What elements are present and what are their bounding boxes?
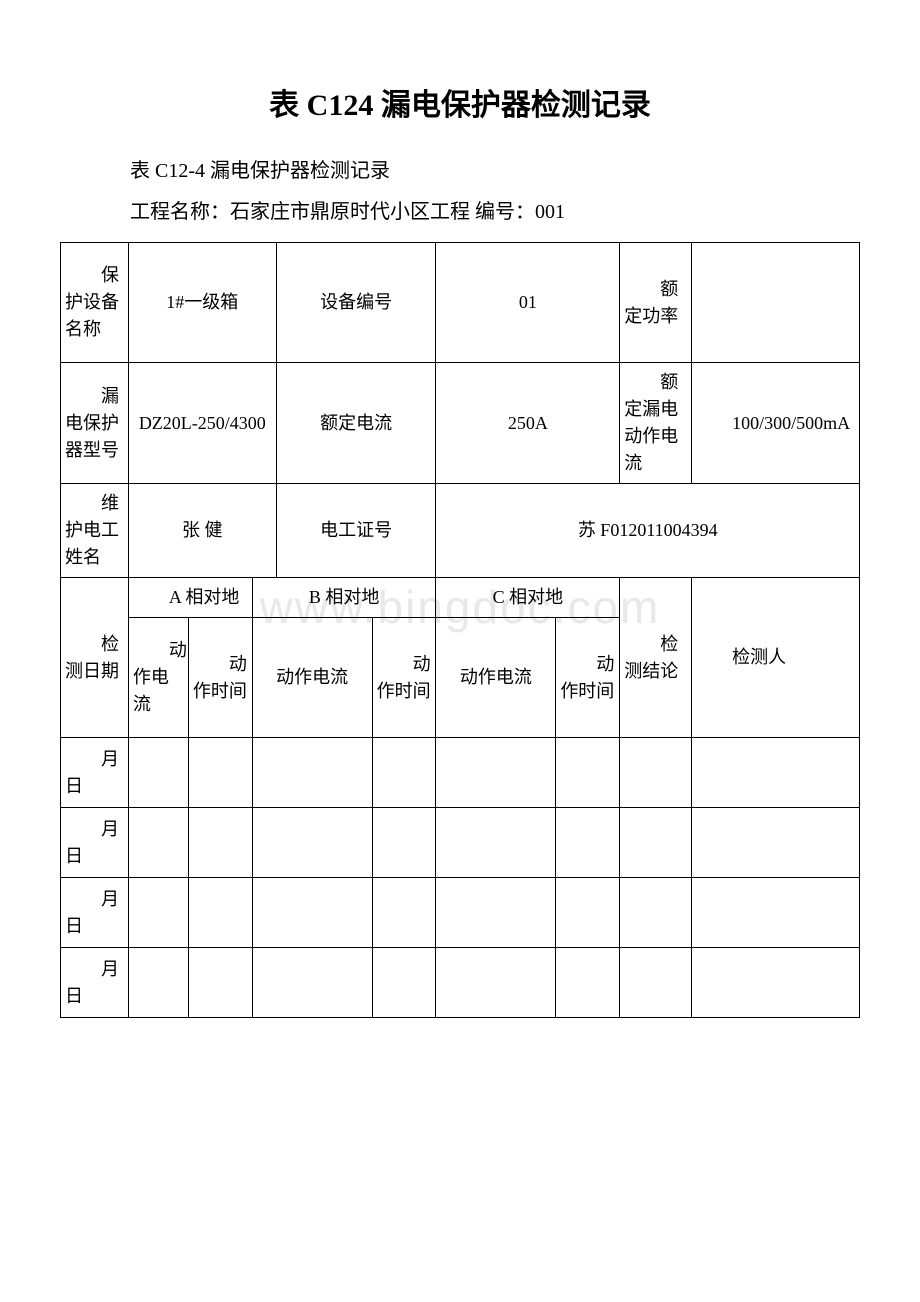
cell-b-t: [372, 808, 436, 878]
label-tester: 检测人: [692, 578, 860, 738]
cell-a-i: [128, 948, 188, 1018]
label-phase-c: C 相对地: [436, 578, 620, 618]
label-c-current: 动作电流: [436, 618, 556, 738]
cell-c-i: [436, 738, 556, 808]
record-table: 保护设备名称 1#一级箱 设备编号 01 额定功率 漏电保护器型号 DZ20L-…: [60, 242, 860, 1018]
cell-result: [620, 878, 692, 948]
project-line: 工程名称：石家庄市鼎原时代小区工程 编号：001: [130, 195, 860, 224]
label-protector-model: 漏电保护器型号: [61, 363, 129, 484]
value-electrician-cert: 苏 F012011004394: [436, 484, 860, 578]
cell-tester: [692, 738, 860, 808]
subtitle-text: 表 C12-4 漏电保护器检测记录: [130, 154, 860, 183]
label-rated-current: 额定电流: [276, 363, 436, 484]
table-row: 月日: [61, 808, 860, 878]
cell-c-t: [556, 808, 620, 878]
value-rated-leakage: 100/300/500mA: [692, 363, 860, 484]
value-device-no: 01: [436, 243, 620, 363]
cell-a-i: [128, 808, 188, 878]
cell-date: 月日: [61, 948, 129, 1018]
label-test-result: 检测结论: [620, 578, 692, 738]
table-row: 月日: [61, 878, 860, 948]
label-test-date: 检测日期: [61, 578, 129, 738]
value-electrician-name: 张 健: [128, 484, 276, 578]
cell-c-t: [556, 738, 620, 808]
cell-tester: [692, 878, 860, 948]
label-device-name: 保护设备名称: [61, 243, 129, 363]
label-a-time: 动作时间: [188, 618, 252, 738]
cell-b-i: [252, 948, 372, 1018]
cell-b-t: [372, 948, 436, 1018]
value-protector-model: DZ20L-250/4300: [128, 363, 276, 484]
cell-date: 月日: [61, 808, 129, 878]
cell-a-i: [128, 878, 188, 948]
cell-b-i: [252, 738, 372, 808]
cell-c-i: [436, 878, 556, 948]
label-a-current: 动作电流: [128, 618, 188, 738]
cell-b-i: [252, 808, 372, 878]
table-row: 月日: [61, 948, 860, 1018]
cell-c-i: [436, 808, 556, 878]
cell-c-t: [556, 878, 620, 948]
label-b-time: 动作时间: [372, 618, 436, 738]
cell-result: [620, 948, 692, 1018]
cell-tester: [692, 808, 860, 878]
cell-a-t: [188, 878, 252, 948]
label-device-no: 设备编号: [276, 243, 436, 363]
label-b-current: 动作电流: [252, 618, 372, 738]
label-rated-leakage: 额定漏电动作电流: [620, 363, 692, 484]
label-rated-power: 额定功率: [620, 243, 692, 363]
cell-a-t: [188, 948, 252, 1018]
cell-c-i: [436, 948, 556, 1018]
table-row: 月日: [61, 738, 860, 808]
value-rated-power: [692, 243, 860, 363]
value-rated-current: 250A: [436, 363, 620, 484]
cell-date: 月日: [61, 738, 129, 808]
cell-date: 月日: [61, 878, 129, 948]
cell-b-i: [252, 878, 372, 948]
cell-c-t: [556, 948, 620, 1018]
value-device-name: 1#一级箱: [128, 243, 276, 363]
label-phase-a: A 相对地: [128, 578, 252, 618]
cell-b-t: [372, 878, 436, 948]
page-title: 表 C124 漏电保护器检测记录: [60, 80, 860, 124]
label-phase-b: B 相对地: [252, 578, 436, 618]
cell-a-i: [128, 738, 188, 808]
cell-b-t: [372, 738, 436, 808]
cell-tester: [692, 948, 860, 1018]
cell-result: [620, 808, 692, 878]
cell-a-t: [188, 738, 252, 808]
cell-a-t: [188, 808, 252, 878]
label-electrician-cert: 电工证号: [276, 484, 436, 578]
label-electrician-name: 维护电工姓名: [61, 484, 129, 578]
label-c-time: 动作时间: [556, 618, 620, 738]
cell-result: [620, 738, 692, 808]
